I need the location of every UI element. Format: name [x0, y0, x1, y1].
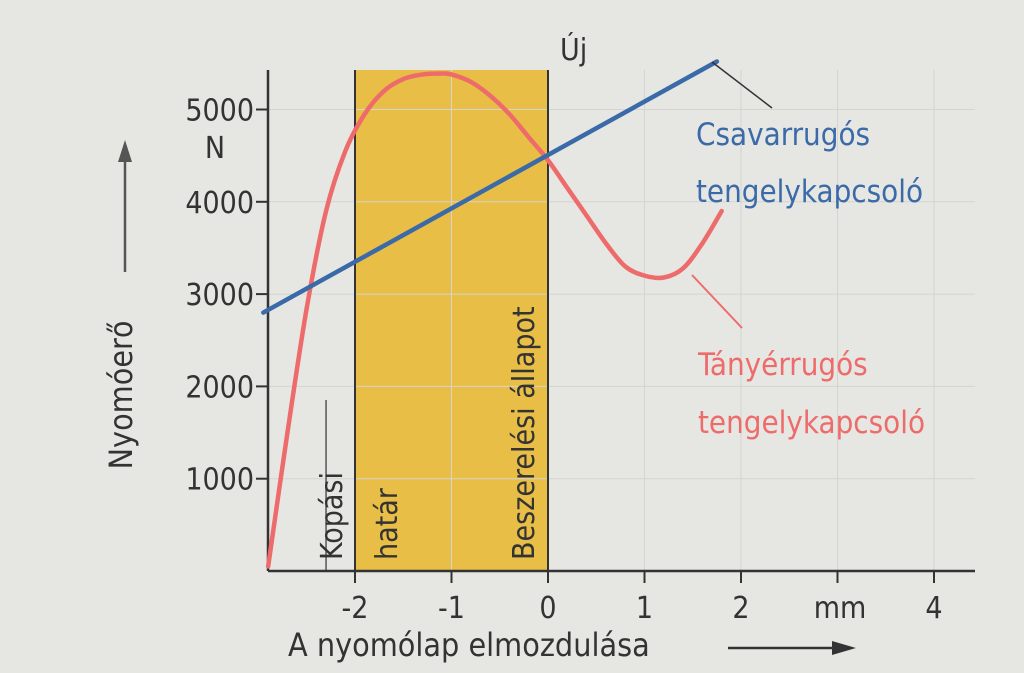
hatar-label: határ — [370, 487, 405, 560]
series-layer — [261, 59, 773, 569]
y-axis-unit: N — [205, 131, 225, 166]
x-axis-label: A nyomólap elmozdulása — [288, 626, 650, 664]
legend-tanyerrugos-line2: tengelykapcsoló — [698, 405, 925, 441]
y-tick-label: 4000 — [185, 186, 254, 221]
y-tick-label: 2000 — [185, 370, 254, 405]
legend-tanyerrugos-line1: Tányérrugós — [697, 347, 868, 383]
series-line-csavarrugos — [261, 59, 720, 315]
x-tick-label: 2 — [732, 591, 749, 626]
beszerelesi-allapot-label: Beszerelési állapot — [507, 306, 542, 560]
uj-label: Új — [560, 31, 587, 68]
y-tick-label: 3000 — [185, 278, 254, 313]
y-arrow-head — [118, 140, 132, 162]
x-tick-label: 1 — [636, 591, 653, 626]
y-tick-label: 5000 — [185, 94, 254, 129]
kopasi-label: Kopási — [315, 472, 350, 560]
x-tick-label: 4 — [925, 591, 942, 626]
leader-csavarrugos — [711, 61, 773, 109]
labels-layer: Nyomóerő N A nyomólap elmozdulása mm Kop… — [102, 31, 925, 664]
x-tick-label: -1 — [438, 591, 465, 626]
y-tick-label: 1000 — [185, 463, 254, 498]
x-axis-unit: mm — [814, 591, 867, 626]
x-arrow-head — [832, 641, 856, 655]
x-tick-label: 0 — [539, 591, 556, 626]
y-axis-label: Nyomóerő — [102, 321, 140, 470]
legend-csavarrugos-line1: Csavarrugós — [696, 117, 870, 153]
legend-csavarrugos-line2: tengelykapcsoló — [696, 174, 923, 210]
x-tick-label: -2 — [342, 591, 369, 626]
series-line-tanyerrugos — [265, 71, 724, 569]
axes-layer: 1000 2000 3000 4000 5000 -2 -1 0 1 2 4 — [118, 70, 975, 655]
leader-tanyerrugos — [691, 274, 743, 329]
